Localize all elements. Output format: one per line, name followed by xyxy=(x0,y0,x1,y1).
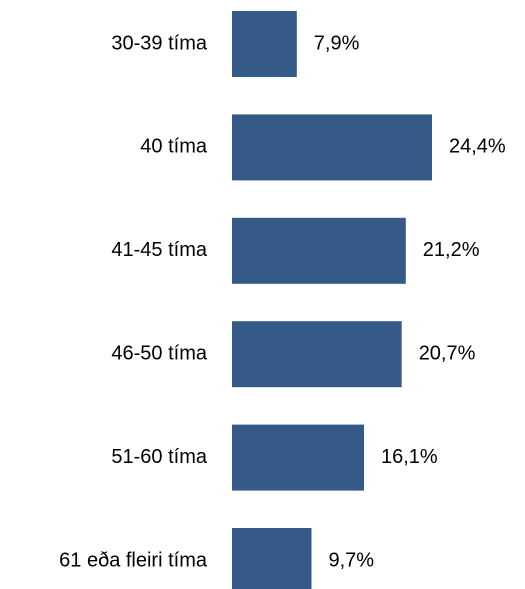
bar xyxy=(232,321,402,388)
bar xyxy=(232,114,432,181)
bar xyxy=(232,424,364,491)
bar xyxy=(232,11,297,77)
data-label: 7,9% xyxy=(314,32,360,54)
category-label: 51-60 tíma xyxy=(111,446,207,468)
data-label: 9,7% xyxy=(329,549,375,571)
data-label: 16,1% xyxy=(381,446,438,468)
bars-group xyxy=(232,11,432,589)
data-labels-group: 7,9% 24,4% 21,2% 20,7% 16,1% 9,7% xyxy=(314,32,506,571)
bar xyxy=(232,217,406,284)
bar xyxy=(232,528,312,589)
data-label: 24,4% xyxy=(449,136,506,158)
category-label: 30-39 tíma xyxy=(111,32,207,54)
category-label: 46-50 tíma xyxy=(111,342,207,364)
category-labels-group: 30-39 tíma 40 tíma 41-45 tíma 46-50 tíma 51-… xyxy=(59,32,208,571)
category-label: 41-45 tíma xyxy=(111,239,207,261)
category-label: 61 eða fleiri tíma xyxy=(59,549,208,571)
data-label: 20,7% xyxy=(419,342,476,364)
category-label: 40 tíma xyxy=(140,136,208,158)
data-label: 21,2% xyxy=(423,239,480,261)
